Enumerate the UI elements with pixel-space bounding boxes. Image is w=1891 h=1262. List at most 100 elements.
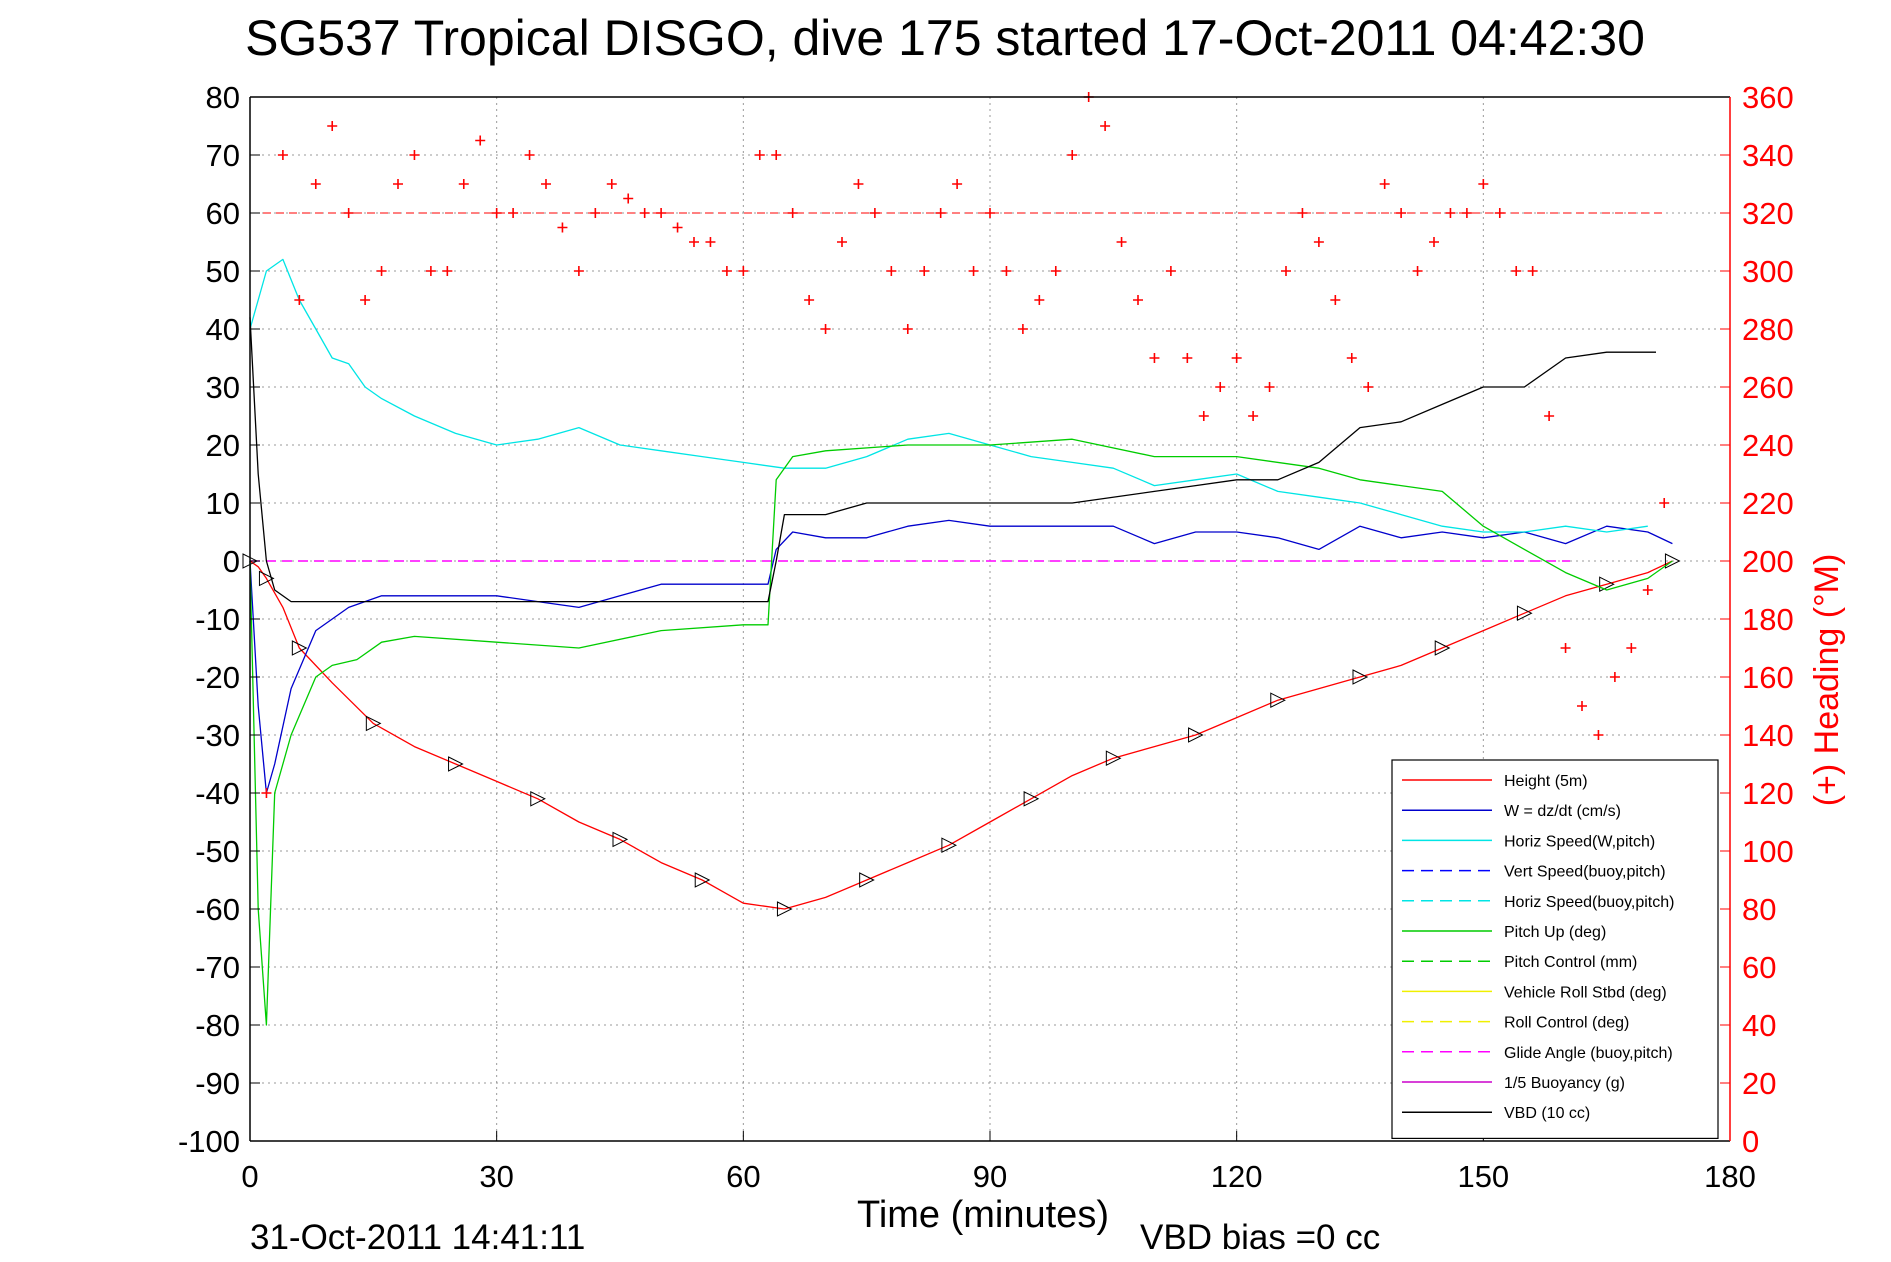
- heading-point: [1363, 382, 1374, 392]
- height-point: [1352, 669, 1369, 685]
- x-tick-label: 150: [1457, 1159, 1509, 1194]
- height-point: [941, 837, 958, 854]
- series-w: [249, 519, 1673, 794]
- heading-point: [261, 788, 272, 798]
- series-layer: [242, 92, 1681, 1026]
- right-tick-label: 60: [1742, 950, 1776, 985]
- right-tick-label: 120: [1742, 776, 1794, 811]
- heading-point: [689, 237, 699, 247]
- heading-point: [1264, 382, 1275, 392]
- heading-point: [393, 179, 403, 189]
- heading-point: [1659, 498, 1670, 508]
- height-point: [776, 901, 793, 917]
- heading-point: [1478, 179, 1489, 189]
- heading-point: [869, 208, 880, 218]
- heading-point: [1527, 266, 1538, 276]
- y-tick-label: -70: [195, 950, 240, 985]
- series-vbd: [249, 317, 1656, 603]
- height-point: [530, 790, 546, 807]
- series-pitch: [249, 438, 1673, 1026]
- right-tick-label: 40: [1742, 1008, 1776, 1043]
- heading-point: [327, 121, 338, 131]
- y-tick-label: 40: [206, 312, 240, 347]
- x-axis-ticks: 0 30 60 90 120 150 180: [241, 1159, 1755, 1194]
- right-tick-label: 0: [1742, 1124, 1759, 1159]
- heading-point: [294, 295, 305, 305]
- series-horiz-speed: [249, 258, 1648, 533]
- heading-point: [1642, 585, 1653, 595]
- heading-point: [837, 237, 847, 247]
- legend-label: VBD (10 cc): [1504, 1105, 1590, 1122]
- timestamp-footer: 31-Oct-2011 14:41:11: [250, 1218, 585, 1257]
- heading-point: [1215, 382, 1226, 392]
- heading-point: [425, 266, 436, 276]
- axes: [249, 96, 1731, 1142]
- heading-point: [1577, 701, 1587, 711]
- heading-point: [804, 295, 815, 305]
- heading-point: [623, 193, 634, 204]
- heading-point: [310, 179, 321, 189]
- heading-point: [754, 150, 765, 160]
- heading-point: [820, 324, 831, 334]
- heading-point: [491, 208, 502, 218]
- right-tick-label: 180: [1742, 602, 1794, 637]
- heading-point: [277, 150, 288, 160]
- height-point: [1434, 640, 1451, 656]
- heading-point: [1346, 353, 1357, 363]
- y-tick-label: 10: [206, 486, 240, 521]
- heading-point: [1609, 672, 1620, 682]
- heading-point: [1412, 266, 1423, 276]
- right-tick-label: 260: [1742, 370, 1794, 405]
- heading-point: [1494, 208, 1505, 218]
- heading-point: [952, 179, 963, 189]
- right-tick-label: 20: [1742, 1066, 1776, 1101]
- legend-label: Pitch Up (deg): [1504, 924, 1606, 941]
- heading-point: [1248, 411, 1259, 421]
- heading-point: [1379, 179, 1390, 189]
- heading-point: [1511, 266, 1522, 276]
- right-axis-ticks: 3603403203002802602402202001801601401201…: [1742, 80, 1794, 1159]
- heading-point: [409, 150, 420, 160]
- y-tick-label: -80: [195, 1008, 240, 1043]
- y-tick-label: -20: [195, 660, 240, 695]
- right-axis-label: (+) Heading (°M): [1808, 554, 1846, 807]
- heading-point: [672, 222, 683, 233]
- x-tick-label: 180: [1704, 1159, 1756, 1194]
- height-point: [1664, 553, 1681, 569]
- x-axis-label: Time (minutes): [857, 1194, 1109, 1236]
- heading-point: [343, 208, 354, 218]
- legend-box: [1391, 759, 1719, 1139]
- heading-point: [1231, 353, 1242, 363]
- x-tick-label: 0: [241, 1159, 258, 1194]
- heading-point: [1182, 353, 1193, 363]
- y-tick-label: 80: [206, 80, 240, 115]
- y-tick-label: -40: [195, 776, 240, 811]
- heading-point: [787, 208, 798, 218]
- heading-point: [1593, 730, 1604, 740]
- heading-point: [557, 222, 568, 233]
- legend: Height (5m) W = dz/dt (cm/s) Horiz Speed(W…: [1391, 759, 1719, 1139]
- height-point: [365, 715, 382, 732]
- heading-point: [1313, 237, 1324, 247]
- heading-point: [1297, 208, 1308, 218]
- heading-point: [1149, 353, 1160, 363]
- legend-label: Pitch Control (mm): [1504, 954, 1637, 971]
- y-tick-label: -10: [195, 602, 240, 637]
- legend-label: Roll Control (deg): [1504, 1015, 1629, 1032]
- heading-point: [1396, 208, 1407, 218]
- heading-point: [886, 266, 897, 276]
- heading-point: [1560, 643, 1571, 653]
- right-tick-label: 280: [1742, 312, 1794, 347]
- heading-point: [639, 208, 650, 218]
- legend-label: Vehicle Roll Stbd (deg): [1504, 984, 1667, 1001]
- heading-point: [360, 295, 371, 305]
- heading-point: [1198, 411, 1209, 421]
- right-tick-label: 140: [1742, 718, 1794, 753]
- heading-point: [1330, 295, 1341, 305]
- right-tick-label: 220: [1742, 486, 1794, 521]
- height-point: [1023, 790, 1040, 807]
- right-tick-label: 160: [1742, 660, 1794, 695]
- y-tick-label: -50: [195, 834, 240, 869]
- y-axis-ticks: 80 70 60 50 40 30 20 10 0 -10 -20 -30 -40 -50 -60 -70 -8…: [178, 80, 240, 1159]
